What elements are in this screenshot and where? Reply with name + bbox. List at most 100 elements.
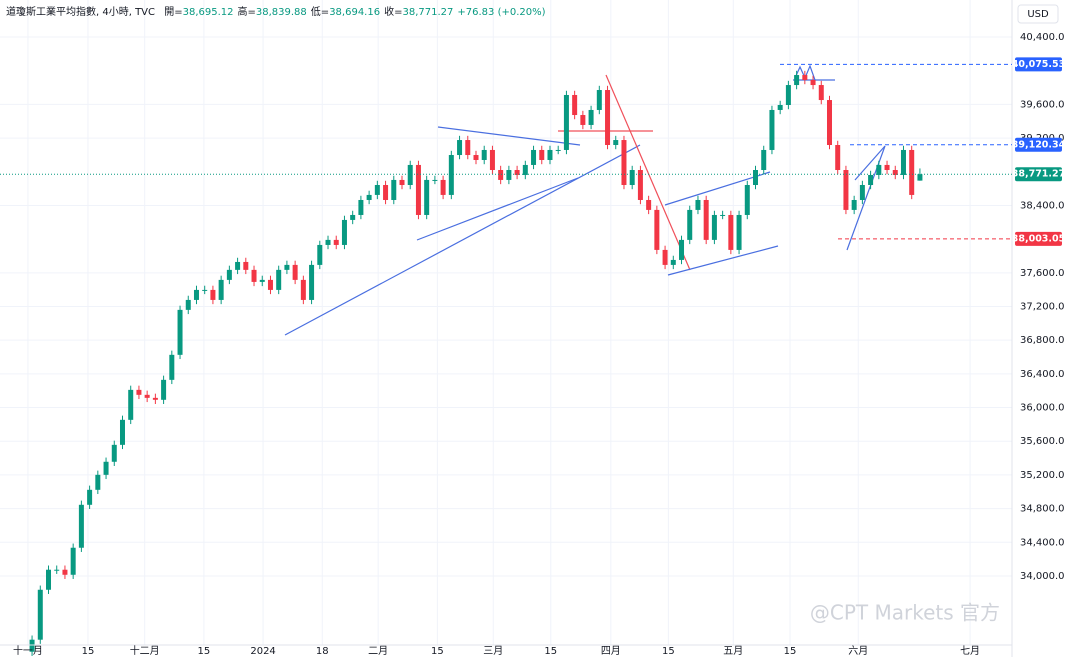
candle-body <box>489 149 495 171</box>
candle-body <box>457 140 463 156</box>
candle-body <box>70 547 76 575</box>
currency[interactable]: USD <box>1027 9 1049 20</box>
candle-body <box>654 209 660 250</box>
y-tick-label: 38,400.00 <box>1020 200 1065 211</box>
legend-prefix: 低= <box>311 5 329 18</box>
candle-body <box>522 164 528 175</box>
trend-line <box>664 171 771 206</box>
x-tick-label: 15 <box>198 646 211 657</box>
candle-body <box>267 279 273 290</box>
candle-body <box>128 389 134 420</box>
trend-line <box>284 144 641 336</box>
candle-body <box>629 170 635 185</box>
legend-value: 38,694.16 <box>329 7 380 18</box>
candle-body <box>818 85 824 101</box>
price-label: 39,120.34 <box>1012 139 1065 150</box>
candle-body <box>391 179 397 200</box>
candle-body <box>498 170 504 180</box>
candle-body <box>826 100 832 145</box>
candle-body <box>407 164 413 185</box>
candle-body <box>720 214 726 216</box>
candle-body <box>621 140 627 185</box>
y-tick-label: 35,600.00 <box>1020 436 1065 447</box>
candle-body <box>662 249 668 265</box>
candle-body <box>646 199 652 210</box>
candle-body <box>177 309 183 355</box>
candle-body <box>226 269 232 280</box>
candle-body <box>859 184 865 200</box>
trend-line <box>416 177 579 241</box>
candle-body <box>161 379 167 400</box>
legend-value: 38,839.88 <box>256 7 307 18</box>
header: 道瓊斯工業平均指數, 4小時, TVC 開=38,695.12 高=38,839.… <box>6 5 546 18</box>
candle-body <box>810 79 816 86</box>
grid <box>0 0 1012 645</box>
candle-body <box>424 179 430 215</box>
candle-body <box>506 170 512 180</box>
x-tick-label: 十二月 <box>130 644 160 657</box>
candle-body <box>95 474 101 490</box>
x-tick-label: 二月 <box>368 645 388 657</box>
y-tick-label: 39,600.00 <box>1020 99 1065 110</box>
candle-body <box>136 389 142 395</box>
x-tick-label: 四月 <box>601 645 621 657</box>
x-tick-label: 15 <box>662 646 675 657</box>
candle-body <box>868 174 874 185</box>
candle-body <box>547 149 553 160</box>
candle-body <box>62 569 68 575</box>
candle-body <box>802 75 808 80</box>
candle-body <box>531 149 537 165</box>
candle-body <box>785 85 791 106</box>
candle-body <box>358 199 364 215</box>
candle-body <box>37 589 43 640</box>
candle-body <box>284 264 290 270</box>
legend-change: +76.83 (+0.20%) <box>457 7 545 18</box>
candle-body <box>572 94 578 116</box>
candle-body <box>235 261 241 270</box>
candle-body <box>892 170 898 175</box>
x-tick-label: 18 <box>316 646 329 657</box>
x-tick-label: 五月 <box>723 645 743 657</box>
candle-body <box>218 279 224 300</box>
candle-body <box>309 264 315 300</box>
legend-prefix: 開= <box>164 6 182 18</box>
y-tick-label: 35,200.00 <box>1020 470 1065 481</box>
candle-body <box>383 184 389 200</box>
candle-body <box>54 569 60 571</box>
candle-body <box>473 155 479 160</box>
candle-body <box>514 170 520 175</box>
candle-body <box>350 214 356 220</box>
x-tick-label: 2024 <box>250 646 275 657</box>
candle-body <box>679 239 685 260</box>
candle-body <box>333 239 339 245</box>
candle-body <box>300 279 306 300</box>
candle-body <box>78 504 84 548</box>
candle-body <box>794 75 800 86</box>
candle-body <box>111 444 117 462</box>
y-tick-label: 36,000.00 <box>1020 403 1065 414</box>
candle-body <box>432 179 438 181</box>
candle-body <box>695 199 701 210</box>
candle-body <box>259 279 265 282</box>
x-tick-label: 15 <box>544 646 557 657</box>
candle-body <box>87 489 93 505</box>
candle-body <box>210 289 216 300</box>
trend-line <box>854 145 886 181</box>
candle-body <box>596 90 602 110</box>
candle-body <box>563 94 569 150</box>
candle-body <box>169 354 175 380</box>
price-label-box <box>1015 231 1062 246</box>
candle-body <box>884 164 890 171</box>
candle-body <box>753 170 759 185</box>
candle-body <box>687 209 693 240</box>
candle-body <box>613 140 619 145</box>
currency-button[interactable] <box>1017 4 1059 24</box>
price-label-box <box>1015 57 1062 72</box>
candle-body <box>744 184 750 215</box>
legend-prefix: 高= <box>238 5 256 18</box>
candle-body <box>711 214 717 240</box>
y-tick-label: 34,000.00 <box>1020 571 1065 582</box>
trend-line <box>605 74 691 271</box>
candle-body <box>415 164 421 215</box>
